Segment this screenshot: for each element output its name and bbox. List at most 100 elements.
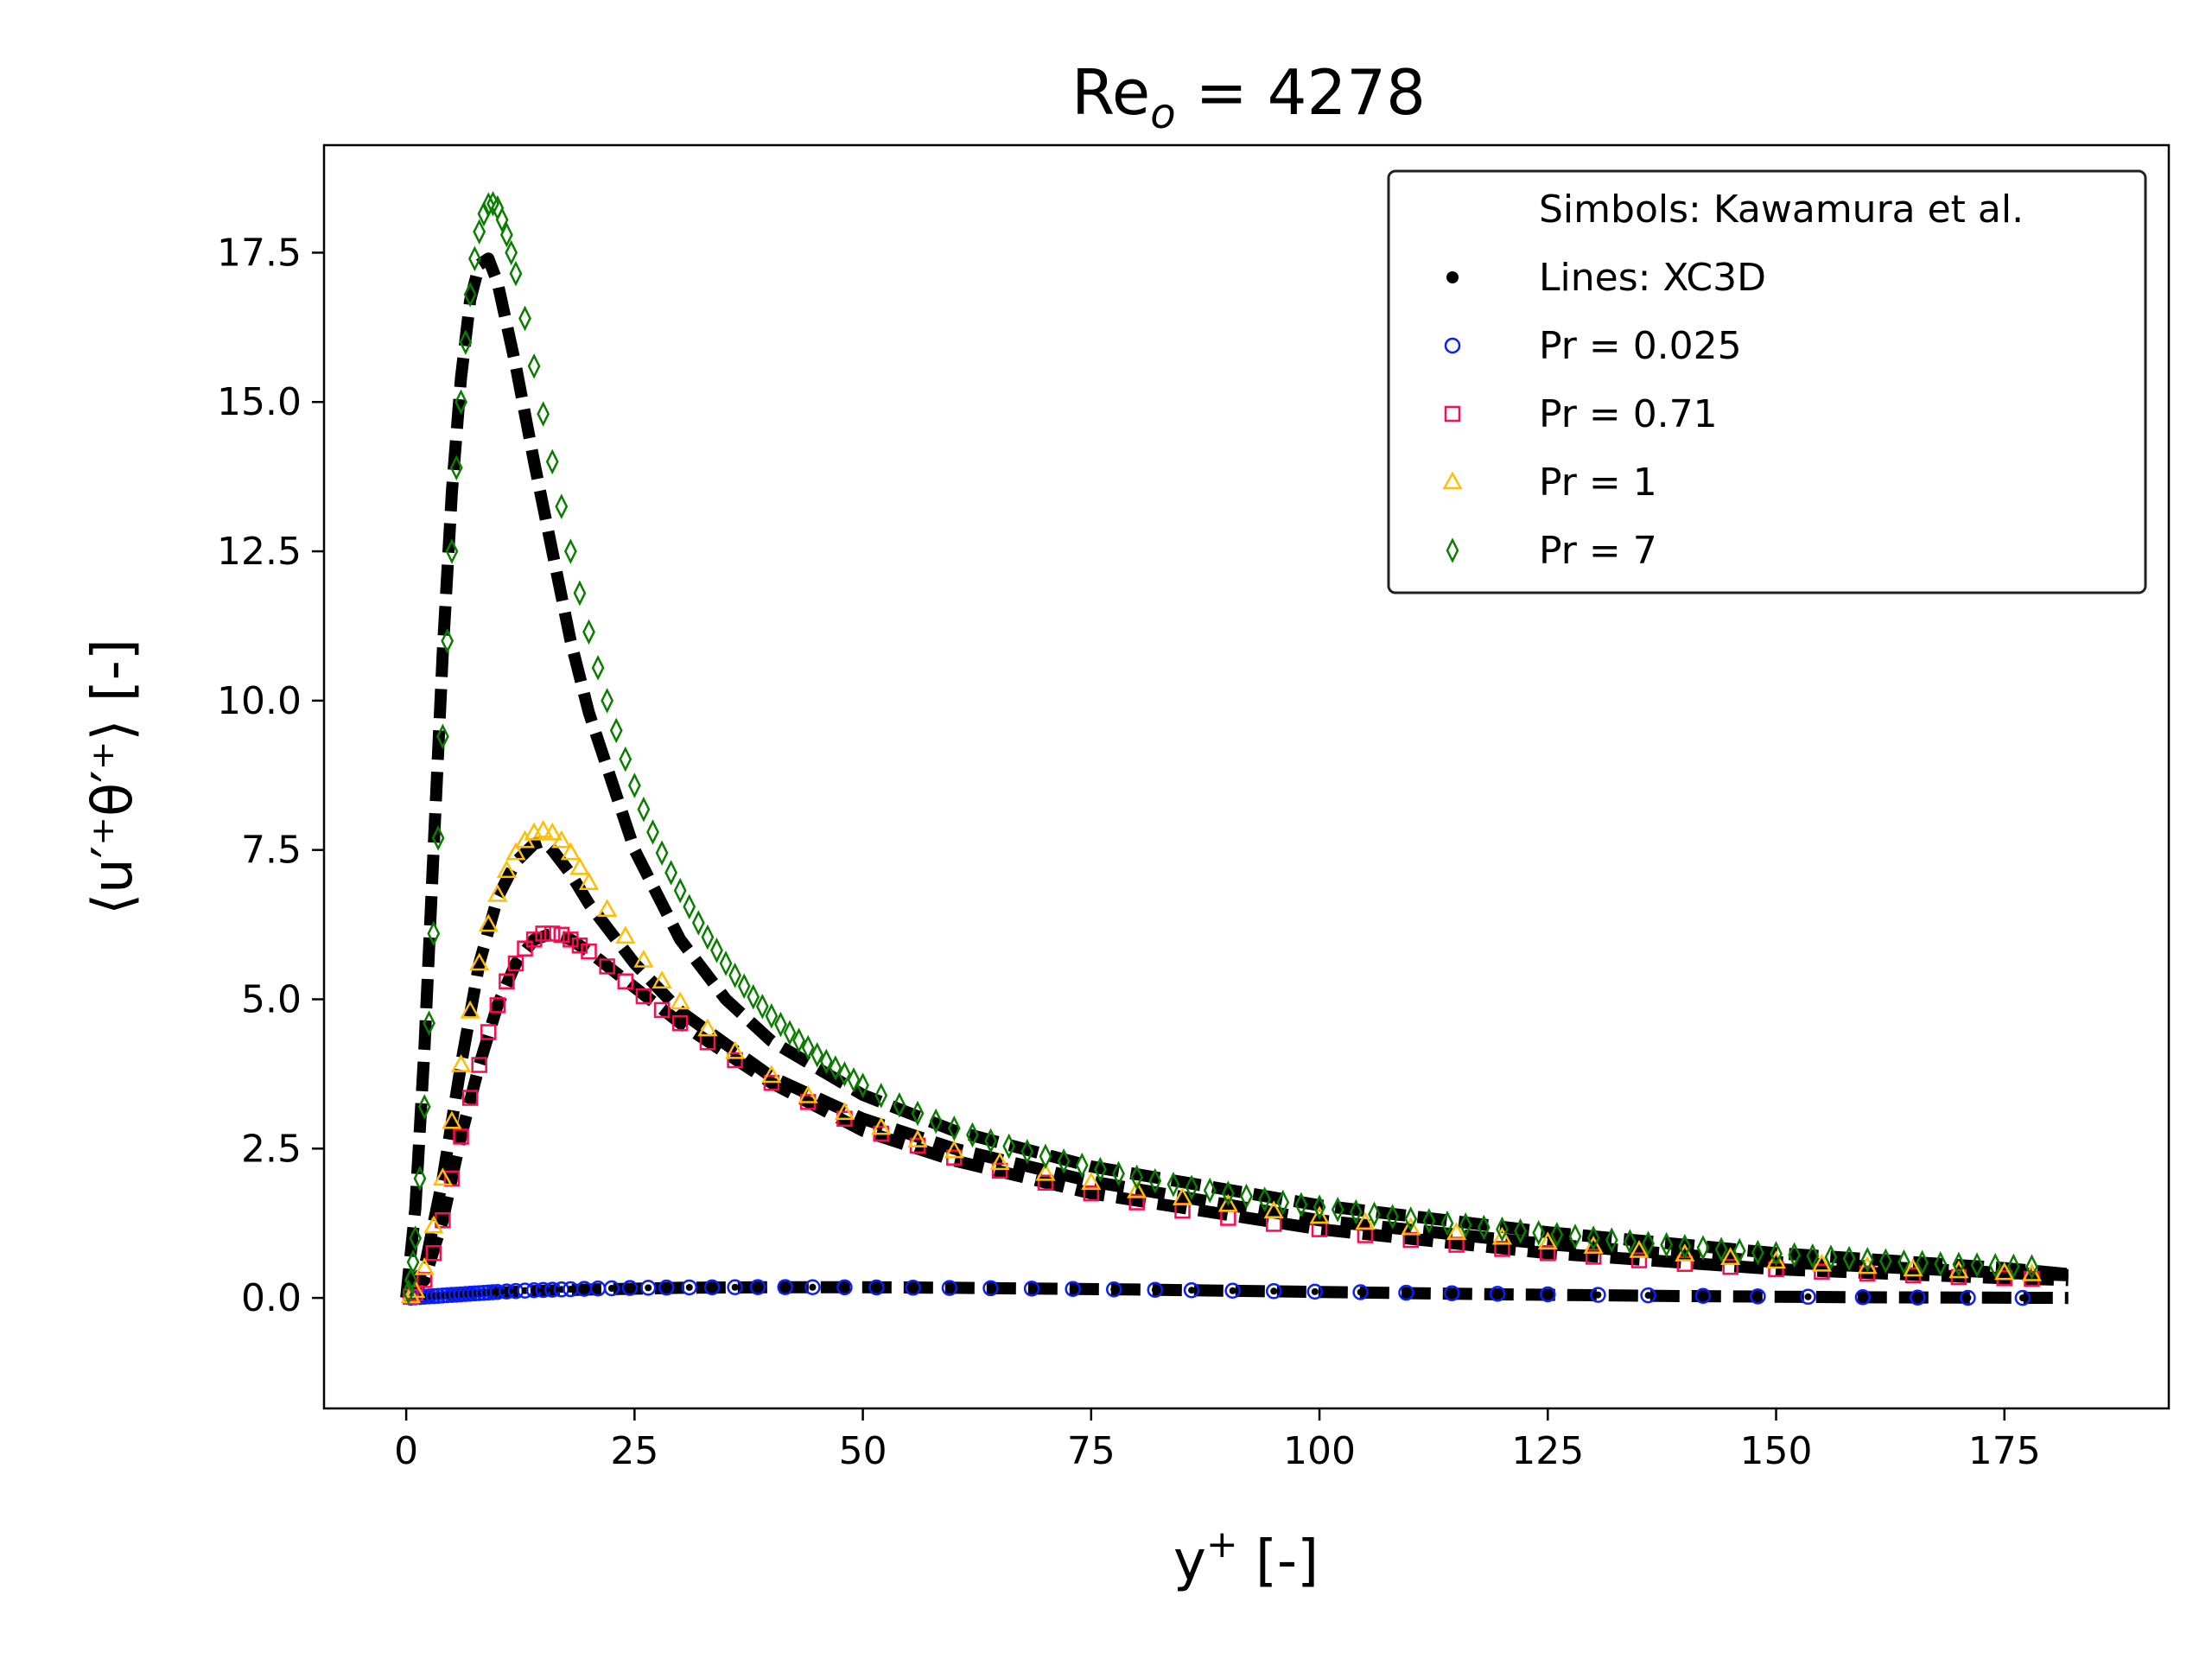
data-point (495, 207, 509, 233)
legend-label: Pr = 7 (1539, 529, 1657, 573)
legend-item-simbols-kawamura-et-al: Simbols: Kawamura et al. (1539, 188, 2024, 232)
data-point (423, 1010, 435, 1036)
xc3d-line-pr-1 (401, 835, 2069, 1301)
data-point (984, 1128, 997, 1154)
data-point (727, 1052, 743, 1069)
legend-label: Pr = 1 (1539, 461, 1657, 505)
series-pr-7 (402, 190, 2038, 1306)
data-point (441, 627, 454, 654)
legend-marker (1442, 471, 1463, 490)
data-point (1550, 1222, 1564, 1248)
data-point (545, 448, 559, 475)
data-point (1897, 1249, 1910, 1275)
data-point (874, 1082, 888, 1109)
data-point (1398, 1284, 1414, 1301)
data-point (991, 1162, 1008, 1179)
data-point (617, 973, 634, 990)
data-point (1404, 1206, 1418, 1232)
data-point (423, 1215, 444, 1234)
line-dot (1859, 1294, 1866, 1301)
data-point (1128, 1194, 1145, 1211)
data-point (553, 926, 570, 944)
data-point (966, 1122, 979, 1148)
data-point (560, 842, 582, 861)
data-point (1183, 1281, 1200, 1299)
data-point (646, 819, 659, 845)
data-point (836, 1279, 853, 1296)
line-dot (1644, 1292, 1652, 1300)
y-tick-label: 2.5 (241, 1127, 302, 1171)
data-point (449, 454, 463, 481)
data-point (1130, 1164, 1144, 1191)
plot-frame (322, 143, 2171, 1410)
data-point (527, 353, 541, 379)
data-point (627, 772, 641, 798)
data-point (1112, 1160, 1125, 1187)
line-dot (685, 1283, 693, 1291)
line-dot (987, 1284, 995, 1292)
data-point (1240, 1183, 1253, 1210)
data-point (1678, 1233, 1692, 1260)
data-point (1854, 1289, 1872, 1306)
data-point (505, 239, 518, 266)
data-point (1313, 1194, 1326, 1220)
data-point (1910, 1289, 1926, 1306)
data-point (463, 282, 477, 308)
line-dot (1754, 1293, 1762, 1300)
data-point (477, 200, 491, 227)
data-point (664, 860, 678, 886)
data-point (1081, 1172, 1102, 1190)
data-point (427, 920, 441, 947)
data-point (1440, 1210, 1454, 1236)
data-point (615, 925, 636, 944)
data-point (1224, 1282, 1241, 1300)
legend-item-pr-1: Pr = 1 (1442, 461, 1657, 505)
data-point (829, 1055, 842, 1081)
data-point (453, 1128, 469, 1145)
data-point (573, 580, 587, 607)
y-tick-label: 15.0 (217, 380, 302, 424)
data-point (673, 877, 687, 904)
data-point (599, 958, 615, 975)
data-point (409, 1225, 423, 1251)
legend-marker (1446, 537, 1459, 563)
data-point (724, 1040, 746, 1059)
data-point (701, 924, 715, 950)
data-point (1960, 1289, 1976, 1306)
legend-marker (1446, 271, 1459, 283)
data-point (1401, 1217, 1421, 1236)
data-point (819, 1048, 833, 1075)
data-point (655, 840, 669, 866)
data-point (478, 913, 499, 932)
data-point (947, 1116, 961, 1141)
line-dot (1270, 1287, 1278, 1295)
data-point (765, 1003, 779, 1029)
data-point (905, 1280, 921, 1296)
data-point (719, 950, 733, 976)
legend-label: Lines: XC3D (1539, 256, 1766, 300)
line-dot (645, 1284, 652, 1292)
data-point (581, 943, 597, 960)
data-point (1586, 1225, 1600, 1251)
legend-label: Simbols: Kawamura et al. (1539, 188, 2024, 232)
data-point (1258, 1186, 1272, 1212)
data-point (1696, 1235, 1710, 1261)
data-point (838, 1061, 851, 1087)
line-dot (581, 1285, 588, 1293)
data-point (637, 796, 651, 823)
data-point (1806, 1243, 1820, 1269)
data-point (1075, 1152, 1089, 1179)
data-point (569, 856, 590, 875)
xc3d-line-pr-0-71 (402, 927, 2069, 1303)
data-point (810, 1041, 824, 1068)
data-point (436, 723, 449, 750)
data-point (1765, 1250, 1787, 1269)
data-point (505, 842, 526, 861)
data-point (1263, 1200, 1284, 1219)
data-point (621, 1280, 639, 1296)
data-point (454, 389, 467, 416)
data-point (473, 219, 486, 245)
data-point (710, 938, 723, 963)
data-point (471, 1057, 487, 1073)
data-point (537, 401, 550, 427)
